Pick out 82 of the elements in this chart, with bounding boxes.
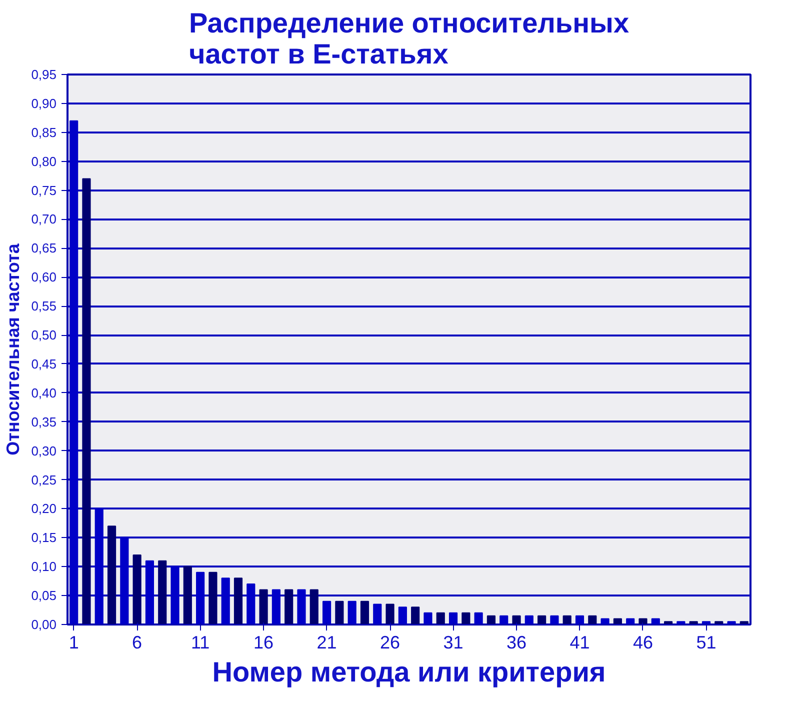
y-tick-label: 0,70 xyxy=(31,212,57,227)
y-tick-label: 0,95 xyxy=(31,67,57,82)
x-tick-label: 41 xyxy=(570,632,590,652)
y-tick-label: 0,10 xyxy=(31,559,57,574)
x-tick-label: 16 xyxy=(254,632,274,652)
y-tick-label: 0,20 xyxy=(31,501,57,516)
y-tick-label: 0,05 xyxy=(31,588,57,604)
bar xyxy=(727,621,736,624)
y-tick-label: 0,30 xyxy=(31,443,57,458)
bar xyxy=(284,589,294,624)
bar xyxy=(70,120,78,624)
bar xyxy=(486,615,496,624)
bar xyxy=(107,526,116,624)
bar xyxy=(512,615,521,624)
x-tick-label: 51 xyxy=(696,632,716,652)
bar xyxy=(448,612,458,624)
bar xyxy=(550,615,559,624)
bar xyxy=(322,600,332,624)
bar xyxy=(132,554,142,624)
bar xyxy=(272,589,280,624)
bar xyxy=(524,615,534,624)
bar xyxy=(613,618,622,624)
bar xyxy=(221,578,230,624)
y-tick-label: 0,25 xyxy=(31,472,57,488)
bar xyxy=(638,618,648,624)
bar xyxy=(424,612,432,624)
y-tick-label: 0,90 xyxy=(31,96,57,111)
chart-title: Распределение относительных частот в Е-статьях xyxy=(188,8,630,70)
bar xyxy=(373,604,382,624)
bar xyxy=(234,578,243,624)
bar xyxy=(170,566,180,624)
bar xyxy=(562,615,572,624)
y-tick-label: 0,50 xyxy=(31,328,57,343)
y-axis-title: Относительная частота xyxy=(3,242,24,456)
x-tick-label: 26 xyxy=(380,632,400,652)
y-tick-label: 0,00 xyxy=(31,617,57,632)
bar xyxy=(538,615,546,624)
bar xyxy=(348,600,356,624)
bar xyxy=(360,600,370,624)
bar xyxy=(145,560,154,624)
bar xyxy=(297,589,306,624)
bar xyxy=(626,618,635,624)
bar xyxy=(386,604,394,624)
bar xyxy=(436,612,445,624)
x-tick-label: 36 xyxy=(506,632,527,652)
x-tick-label: 46 xyxy=(632,632,654,652)
y-tick-label: 0,75 xyxy=(31,182,57,198)
y-tick-label: 0,65 xyxy=(31,240,57,256)
y-tick-label: 0,45 xyxy=(31,356,57,372)
bar xyxy=(600,618,610,624)
bar xyxy=(398,606,407,624)
y-tick-label: 0,80 xyxy=(31,154,57,169)
x-tick-label: 11 xyxy=(190,632,210,652)
y-tick-label: 0,35 xyxy=(31,414,57,430)
bar xyxy=(94,508,104,624)
bar xyxy=(183,566,192,624)
y-tick-label: 0,60 xyxy=(31,270,57,285)
x-tick-label: 1 xyxy=(68,632,79,652)
bar xyxy=(196,572,205,624)
x-tick-label: 31 xyxy=(443,632,464,652)
bar xyxy=(208,572,218,624)
bar xyxy=(588,615,597,624)
y-tick-label: 0,55 xyxy=(31,298,57,314)
bar xyxy=(500,615,508,624)
bar xyxy=(575,615,584,624)
y-tick-label: 0,40 xyxy=(31,385,57,400)
bar xyxy=(651,618,660,624)
bar xyxy=(462,612,470,624)
x-axis-title: Номер метода или критерия xyxy=(212,656,606,688)
bar xyxy=(411,606,420,624)
y-tick-label: 0,15 xyxy=(31,530,57,546)
bar xyxy=(120,537,129,624)
bar xyxy=(474,612,483,624)
bar xyxy=(82,178,91,624)
y-tick-label: 0,85 xyxy=(31,124,57,140)
bar xyxy=(259,589,268,624)
bar xyxy=(246,583,256,624)
bar xyxy=(310,589,318,624)
bar xyxy=(158,560,167,624)
x-tick-label: 6 xyxy=(132,632,142,652)
bar xyxy=(335,600,344,624)
x-tick-label: 21 xyxy=(316,632,337,652)
